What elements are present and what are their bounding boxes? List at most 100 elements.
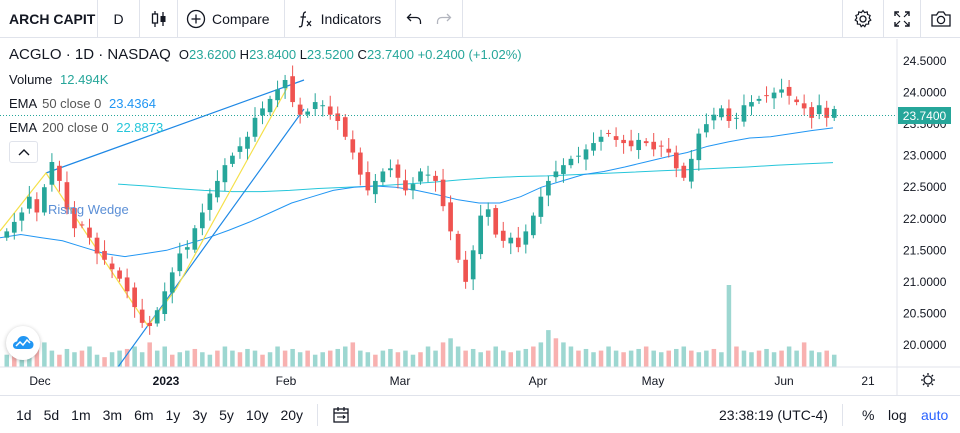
fullscreen-button[interactable] [883, 0, 920, 38]
candle [553, 160, 559, 183]
volume-bar [320, 352, 325, 367]
range-button-3y[interactable]: 3y [192, 406, 208, 423]
volume-bar [403, 350, 408, 367]
ema50-legend[interactable]: EMA 50 close 0 23.4364 [9, 96, 156, 111]
candle [42, 184, 47, 216]
candle [162, 282, 168, 321]
legend-dot: · [98, 46, 104, 63]
goto-date-button[interactable] [332, 406, 350, 424]
last-price-value: 23.7400 [903, 109, 947, 123]
range-button-6m[interactable]: 6m [134, 406, 154, 423]
volume-bar [561, 342, 566, 367]
axis-settings-button[interactable] [921, 373, 935, 387]
range-button-5y[interactable]: 5y [219, 406, 234, 423]
candle [508, 232, 514, 255]
timezone-clock[interactable]: 23:38:19 (UTC-4) [719, 406, 828, 423]
snapshot-button[interactable] [920, 0, 960, 38]
volume-bar [643, 346, 649, 367]
chart-type-button[interactable] [140, 0, 178, 38]
volume-bar [606, 346, 611, 367]
volume-bar [305, 350, 310, 367]
candle [636, 132, 641, 159]
volume-bar [237, 352, 243, 367]
ema200-legend[interactable]: EMA 200 close 0 22.8873 [9, 120, 163, 135]
legend-high-value: 23.8400 [249, 47, 297, 62]
candle [756, 95, 762, 104]
indicators-label: Indicators [320, 10, 382, 27]
legend-collapse-button[interactable] [9, 141, 38, 163]
volume-bar [651, 350, 656, 367]
ema50-params: 50 close 0 [42, 96, 102, 111]
legend-exchange: NASDAQ [107, 46, 171, 63]
volume-bar [621, 352, 626, 367]
volume-bar [207, 354, 213, 367]
undo-icon[interactable] [406, 12, 422, 26]
candle [470, 245, 476, 291]
range-button-3m[interactable]: 3m [102, 406, 123, 423]
cloud-chart-icon [12, 335, 34, 351]
candle [779, 78, 784, 98]
volume-bar [327, 350, 333, 367]
settings-button[interactable] [842, 0, 883, 38]
price-axis[interactable]: 24.500024.000023.500023.000022.500022.00… [903, 54, 947, 352]
volume-bar [576, 350, 581, 367]
compare-label: Compare [212, 10, 270, 27]
auto-scale-toggle[interactable]: auto [921, 406, 949, 423]
date-range-group: 1d 5d 1m 3m 6m 1y 3y 5y 10y 20y [0, 407, 309, 423]
volume-bar [343, 346, 348, 367]
time-tick-label: 2023 [153, 374, 180, 388]
time-axis[interactable]: Dec 2023 Feb Mar Apr May Jun 21 [29, 374, 875, 388]
candle [576, 146, 581, 164]
range-button-20y[interactable]: 20y [280, 406, 304, 423]
candle [132, 282, 137, 318]
tradingview-logo[interactable] [6, 326, 40, 360]
candle [794, 96, 799, 106]
volume-bar [583, 348, 589, 367]
legend-low-value: 23.5200 [306, 47, 354, 62]
candle [139, 298, 145, 328]
price-tick-label: 22.0000 [903, 212, 947, 226]
ema50-polyline [0, 127, 834, 258]
volume-bar [666, 350, 671, 367]
volume-bar [297, 352, 303, 367]
candle [154, 307, 160, 327]
range-button-1d[interactable]: 1d [16, 406, 32, 423]
range-button-1m[interactable]: 1m [71, 406, 91, 423]
candle [245, 131, 250, 160]
candle [282, 74, 288, 99]
volume-bar [801, 342, 807, 367]
range-button-1y[interactable]: 1y [165, 406, 181, 423]
log-toggle[interactable]: log [888, 406, 907, 423]
price-chart[interactable]: Rising Wedge 24.500024.000023.500023.000… [0, 39, 960, 395]
range-button-10y[interactable]: 10y [245, 406, 269, 423]
candle [440, 168, 446, 212]
volume-bar [470, 348, 476, 367]
volume-bar [260, 354, 265, 367]
percent-toggle[interactable]: % [862, 406, 875, 423]
interval-button[interactable]: D [98, 0, 140, 38]
candle [666, 138, 672, 158]
ema200-label: EMA [9, 120, 37, 135]
volume-legend[interactable]: Volume 12.494K [9, 72, 108, 87]
volume-label: Volume [9, 72, 53, 87]
redo-icon[interactable] [436, 12, 452, 26]
volume-bar [794, 350, 799, 367]
symbol-search-button[interactable]: ARCH CAPIT [0, 0, 98, 38]
candle [177, 242, 183, 277]
volume-bar [478, 352, 483, 367]
volume-bar [463, 350, 468, 367]
volume-bar [809, 350, 814, 367]
volume-bar [117, 350, 122, 367]
price-tick-label: 24.5000 [903, 54, 947, 68]
legend-ticker[interactable]: ACGLO [9, 46, 62, 63]
legend-interval: 1D [74, 46, 95, 63]
indicators-button[interactable]: Indicators [285, 0, 397, 38]
volume-bar [689, 350, 694, 367]
range-button-5d[interactable]: 5d [43, 406, 60, 423]
calendar-range-icon [333, 406, 349, 423]
candle [94, 232, 100, 265]
compare-button[interactable]: Compare [178, 0, 285, 38]
candle [365, 161, 371, 196]
candle [395, 159, 401, 189]
candle [531, 212, 536, 239]
